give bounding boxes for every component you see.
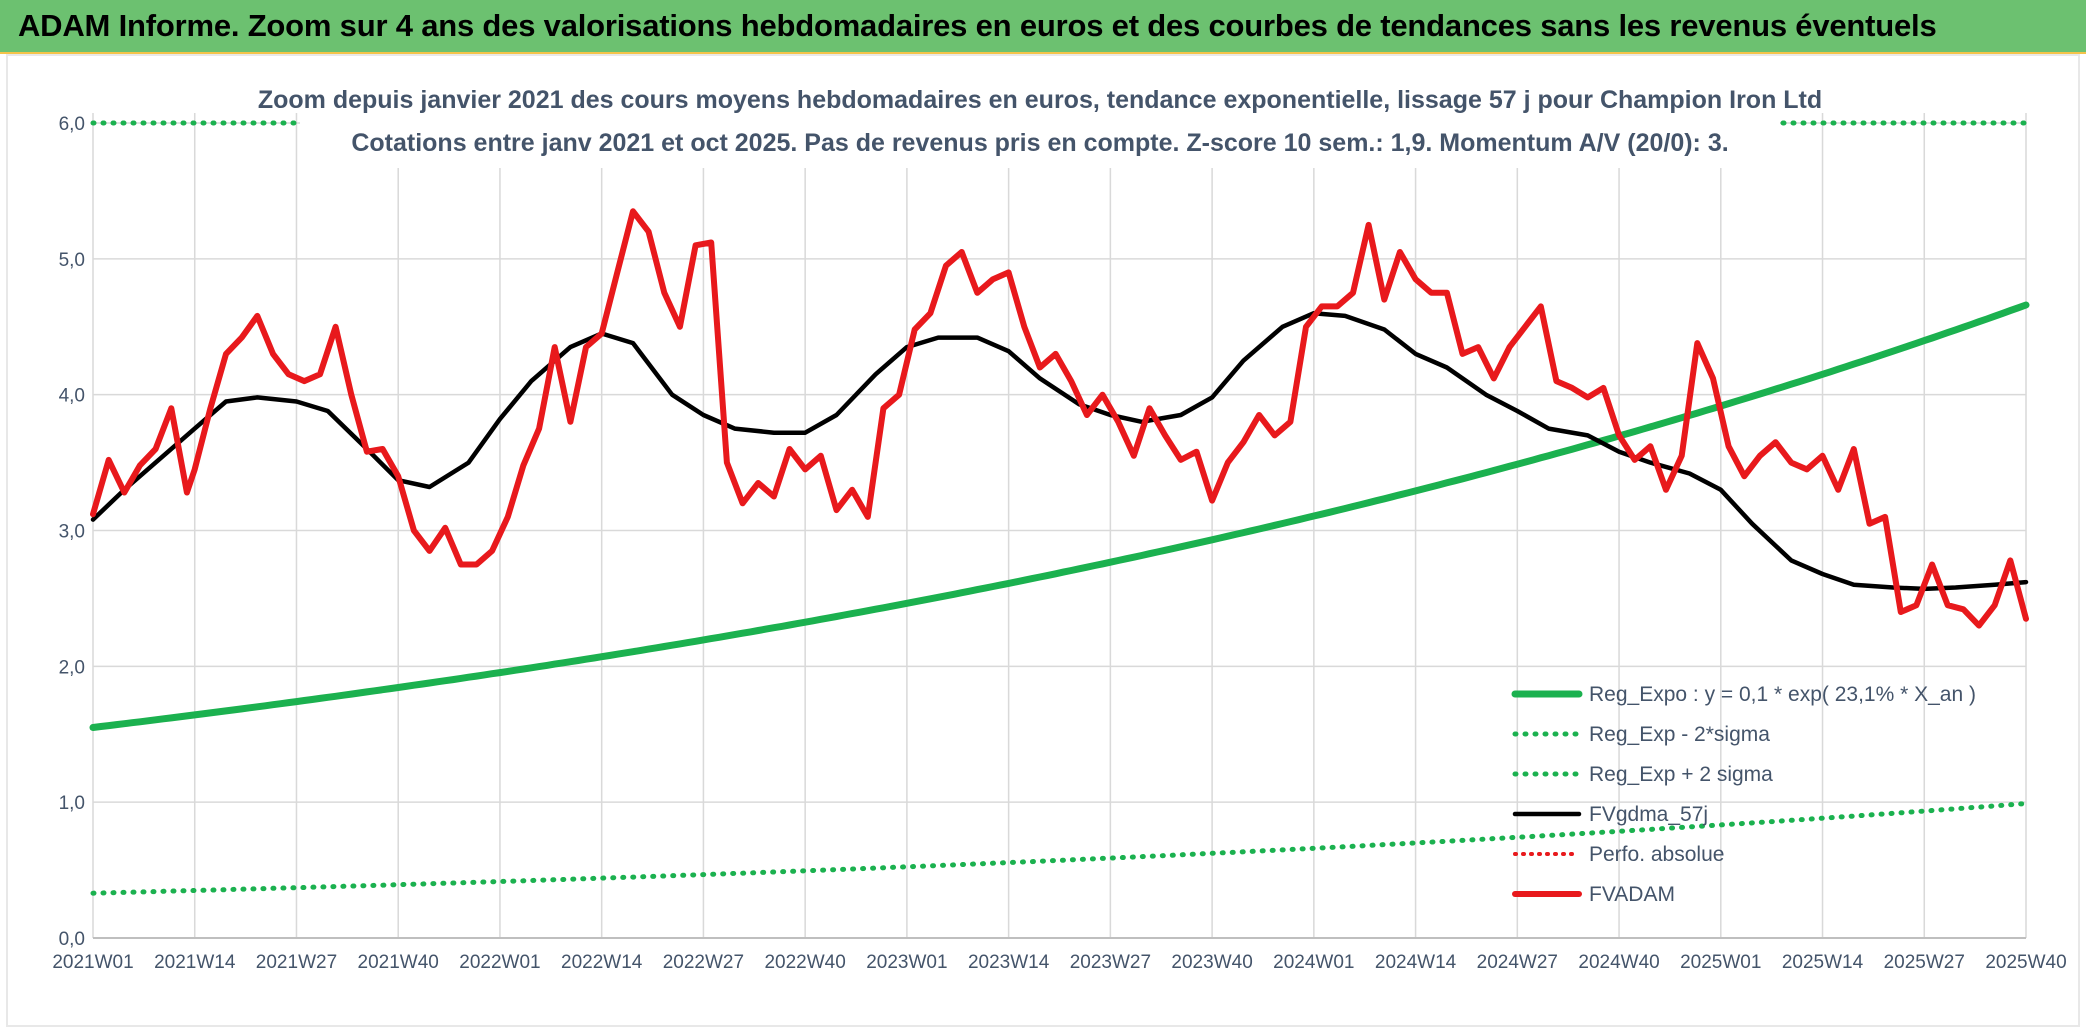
series-line-fvadam	[90, 208, 2029, 629]
x-tick-label: 2021W01	[52, 952, 133, 973]
y-tick-label: 2,0	[59, 657, 85, 678]
x-tick-label: 2022W40	[764, 952, 845, 973]
x-tick-label: 2023W40	[1171, 952, 1252, 973]
title-background	[300, 76, 1780, 168]
legend: Reg_Expo : y = 0,1 * exp( 23,1% * X_an )…	[1511, 683, 1976, 906]
legend-label-fvadam: FVADAM	[1589, 883, 1675, 906]
series-line-fvgdma	[90, 310, 2029, 592]
x-tick-label: 2024W27	[1477, 952, 1558, 973]
chart-title: Zoom depuis janvier 2021 des cours moyen…	[258, 86, 1822, 114]
x-tick-label: 2025W14	[1782, 952, 1864, 973]
legend-label-fvgdma: FVgdma_57j	[1589, 803, 1708, 826]
x-tick-label: 2021W40	[358, 952, 439, 973]
x-tick-label: 2024W01	[1273, 952, 1354, 973]
x-tick-label: 2022W27	[663, 952, 744, 973]
y-tick-label: 5,0	[59, 250, 85, 271]
chart-titles: Zoom depuis janvier 2021 des cours moyen…	[258, 76, 1822, 168]
grid	[92, 113, 2027, 938]
x-tick-label: 2025W40	[1985, 952, 2066, 973]
x-tick-label: 2024W14	[1375, 952, 1457, 973]
y-tick-label: 0,0	[59, 929, 85, 950]
x-tick-label: 2025W27	[1884, 952, 1965, 973]
report-title: ADAM Informe. Zoom sur 4 ans des valoris…	[18, 8, 1937, 43]
legend-label-reg-exp-minus-2sigma: Reg_Exp - 2*sigma	[1589, 723, 1770, 746]
chart-subtitle: Cotations entre janv 2021 et oct 2025. P…	[351, 129, 1728, 157]
y-tick-label: 4,0	[59, 386, 85, 407]
axes: 0,0 1,0 2,0 3,0 4,0 5,0 6,0 2021W01 2021W14 2021W…	[52, 114, 2066, 973]
x-tick-label: 2022W14	[561, 952, 643, 973]
x-tick-label: 2025W01	[1680, 952, 1761, 973]
x-tick-label: 2022W01	[459, 952, 540, 973]
y-tick-label: 1,0	[59, 793, 85, 814]
y-tick-label: 6,0	[59, 114, 85, 135]
chart-frame	[6, 54, 2080, 1027]
x-tick-label: 2021W27	[256, 952, 337, 973]
legend-label-reg-exp-plus-2sigma: Reg_Exp + 2 sigma	[1589, 763, 1773, 786]
legend-label-reg-expo: Reg_Expo : y = 0,1 * exp( 23,1% * X_an )	[1589, 683, 1976, 706]
legend-label-perfo-absolue: Perfo. absolue	[1589, 843, 1724, 866]
series-line-reg-expo	[89, 301, 2030, 731]
x-tick-label: 2023W27	[1070, 952, 1151, 973]
x-tick-label: 2023W01	[866, 952, 947, 973]
series-line-reg-exp-minus-2sigma	[90, 801, 2029, 896]
x-tick-label: 2024W40	[1578, 952, 1659, 973]
x-tick-label: 2023W14	[968, 952, 1050, 973]
x-tick-label: 2021W14	[154, 952, 236, 973]
report-header: ADAM Informe. Zoom sur 4 ans des valoris…	[0, 0, 2086, 54]
y-tick-label: 3,0	[59, 522, 85, 543]
